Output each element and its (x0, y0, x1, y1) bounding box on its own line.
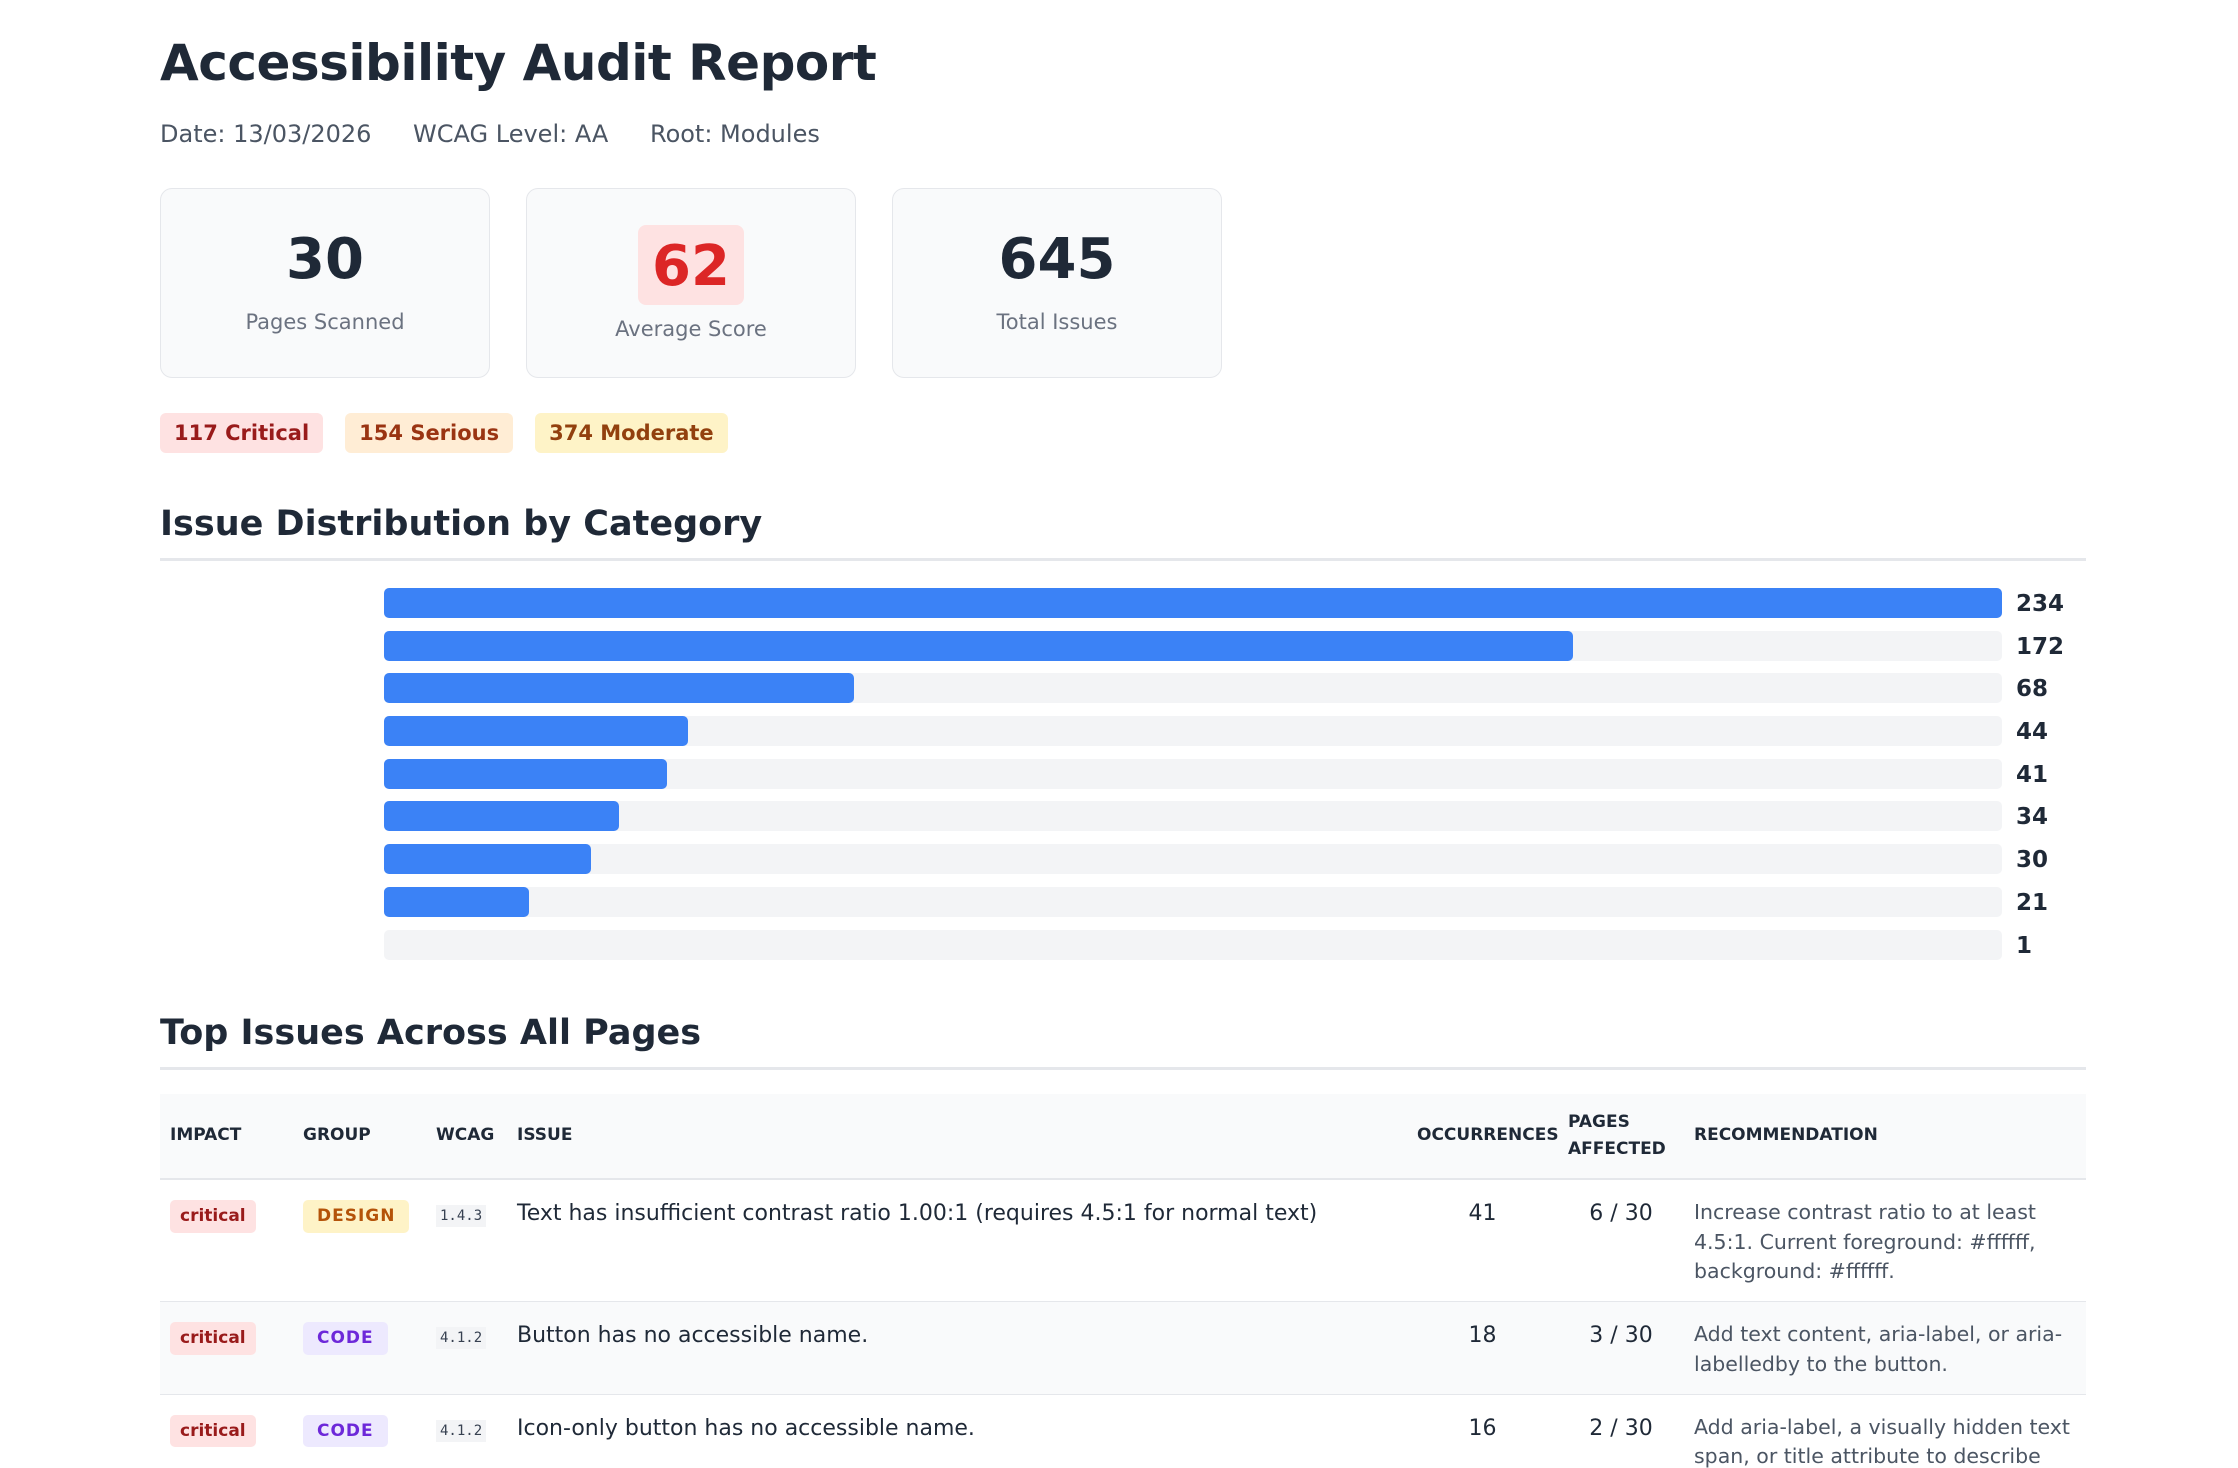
category-bar-row: Structure172 (160, 629, 2086, 672)
category-bar-track (384, 673, 2002, 704)
moderate-count-badge: 374 Moderate (535, 413, 728, 453)
report-wcag-level: WCAG Level: AA (413, 120, 609, 148)
category-bar-fill (384, 630, 1574, 661)
occurrences-count: 41 (1407, 1179, 1558, 1303)
category-bar-fill (384, 801, 620, 832)
pages-affected-count: 3 / 30 (1558, 1301, 1684, 1395)
page-title: Accessibility Audit Report (160, 34, 877, 92)
category-bar-value: 172 (2016, 633, 2065, 660)
occurrences-count: 16 (1407, 1394, 1558, 1468)
category-bar-track (384, 844, 2002, 875)
recommendation-text: Increase contrast ratio to at least 4.5:… (1684, 1179, 2086, 1303)
report-root: Root: Modules (649, 120, 820, 148)
category-bar-fill (384, 673, 855, 704)
impact-badge: critical (170, 1322, 256, 1355)
column-header-impact[interactable]: IMPACT (160, 1094, 293, 1180)
stat-card-average-score: 62 Average Score (526, 188, 856, 378)
total-issues-value: 645 (998, 227, 1116, 292)
wcag-criterion: 4.1.2 (436, 1327, 487, 1350)
column-header-issue[interactable]: ISSUE (507, 1094, 1407, 1180)
group-badge: CODE (303, 1414, 388, 1448)
impact-badge: critical (170, 1414, 256, 1448)
pages-scanned-value: 30 (286, 227, 364, 292)
category-bar-fill (384, 716, 689, 747)
table-row: critical CODE 4.1.2 Icon-only button has… (160, 1394, 2086, 1468)
issue-description: Icon-only button has no accessible name. (507, 1394, 1407, 1468)
issue-description: Text has insufficient contrast ratio 1.0… (507, 1179, 1407, 1303)
wcag-criterion: 1.4.3 (436, 1205, 487, 1227)
stat-cards: 30 Pages Scanned 62 Average Score 645 To… (160, 188, 1222, 378)
pages-scanned-label: Pages Scanned (245, 310, 405, 334)
table-row: critical CODE 4.1.2 Button has no access… (160, 1301, 2086, 1395)
table-row: critical DESIGN 1.4.3 Text has insuffici… (160, 1179, 2086, 1303)
column-header-pages-affected[interactable]: PAGES AFFECTED (1558, 1094, 1684, 1180)
category-bar-row: Meta1 (160, 928, 2086, 971)
average-score-value: 62 (638, 225, 744, 305)
category-bar-row: Links21 (160, 885, 2086, 928)
category-bar-value: 21 (2016, 889, 2049, 916)
category-bar-fill (384, 886, 530, 917)
top-issues-table: IMPACT GROUP WCAG ISSUE OCCURRENCES PAGE… (160, 1094, 2086, 1468)
column-header-wcag[interactable]: WCAG (426, 1094, 507, 1180)
pages-affected-count: 6 / 30 (1558, 1179, 1684, 1303)
occurrences-count: 18 (1407, 1301, 1558, 1395)
category-bar-fill (384, 588, 2002, 618)
recommendation-text: Add text content, aria-label, or aria-la… (1684, 1301, 2086, 1395)
category-bar-value: 68 (2016, 676, 2049, 703)
category-bar-row: Images234 (160, 586, 2086, 629)
top-issues-heading: Top Issues Across All Pages (160, 1013, 2086, 1070)
category-bar-fill (384, 758, 668, 789)
report-date: Date: 13/03/2026 (160, 120, 372, 148)
category-bar-chart: Images234Structure172Aria68Forms44Color4… (160, 586, 2086, 970)
stat-card-total-issues: 645 Total Issues (892, 188, 1222, 378)
category-bar-value: 234 (2016, 591, 2065, 617)
pages-affected-count: 2 / 30 (1558, 1394, 1684, 1468)
wcag-criterion: 4.1.2 (436, 1419, 487, 1442)
group-badge: CODE (303, 1322, 388, 1355)
category-bar-track (384, 801, 2002, 832)
category-bar-track (384, 758, 2002, 789)
category-bar-track (384, 716, 2002, 747)
category-bar-value: 34 (2016, 804, 2049, 831)
column-header-recommendation[interactable]: RECOMMENDATION (1684, 1094, 2086, 1180)
category-bar-value: 1 (2016, 932, 2033, 959)
category-bar-track (384, 630, 2002, 661)
table-header-row: IMPACT GROUP WCAG ISSUE OCCURRENCES PAGE… (160, 1094, 2086, 1180)
category-bar-row: Interactivity34 (160, 799, 2086, 842)
category-bar-value: 44 (2016, 719, 2049, 746)
serious-count-badge: 154 Serious (345, 413, 514, 453)
group-badge: DESIGN (303, 1200, 410, 1233)
column-header-occurrences[interactable]: OCCURRENCES (1407, 1094, 1559, 1180)
category-bar-row: Forms44 (160, 714, 2086, 757)
average-score-label: Average Score (615, 317, 767, 341)
recommendation-text: Add aria-label, a visually hidden text s… (1684, 1394, 2086, 1468)
impact-badge: critical (170, 1200, 256, 1233)
report-meta: Date: 13/03/2026 WCAG Level: AA Root: Mo… (160, 120, 854, 148)
stat-card-pages-scanned: 30 Pages Scanned (160, 188, 490, 378)
category-bar-row: Semantics30 (160, 842, 2086, 885)
severity-badges: 117 Critical 154 Serious 374 Moderate (160, 413, 728, 453)
category-bar-row: Color41 (160, 757, 2086, 800)
column-header-group[interactable]: GROUP (293, 1094, 426, 1180)
category-bar-track (384, 588, 2002, 618)
critical-count-badge: 117 Critical (160, 413, 324, 453)
category-bar-fill (384, 844, 592, 875)
distribution-heading: Issue Distribution by Category (160, 504, 2086, 561)
category-bar-track (384, 886, 2002, 917)
category-bar-track (384, 929, 2002, 960)
category-bar-row: Aria68 (160, 671, 2086, 714)
total-issues-label: Total Issues (996, 310, 1118, 334)
category-bar-value: 41 (2016, 761, 2049, 788)
category-bar-value: 30 (2016, 847, 2049, 874)
issue-description: Button has no accessible name. (507, 1301, 1407, 1395)
